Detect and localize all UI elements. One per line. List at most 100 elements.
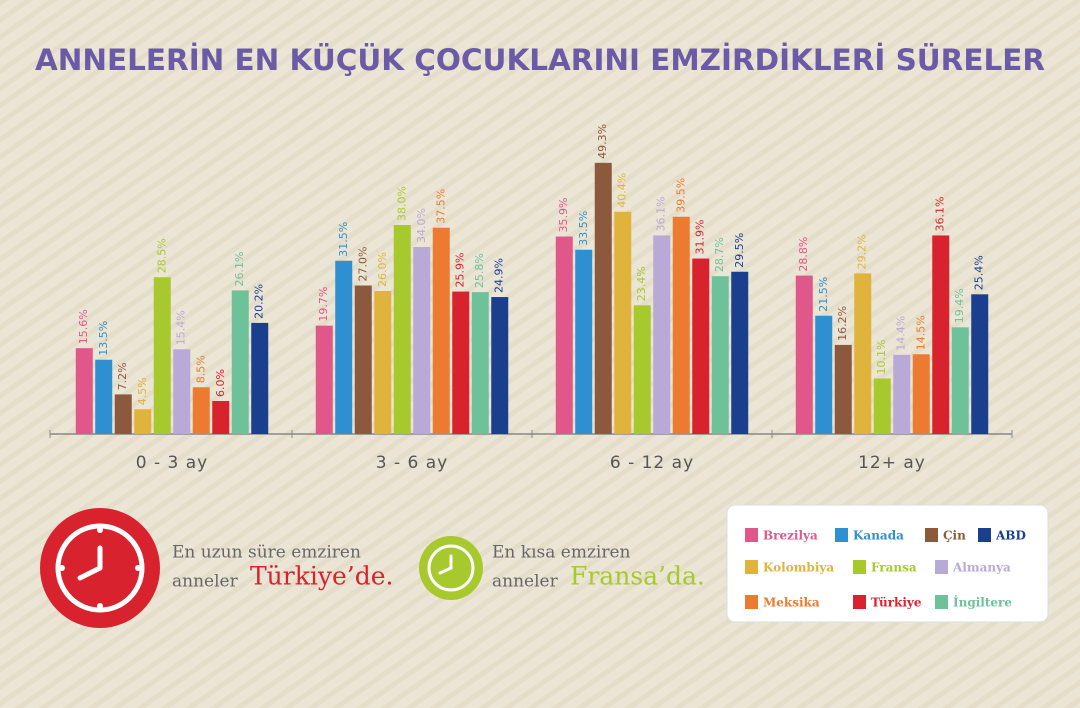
value-label: 33.5% [577,211,590,246]
value-label: 40.4% [616,173,629,208]
legend-box [726,504,1049,623]
bar [834,344,852,434]
bar [173,349,191,434]
bar [594,162,612,434]
legend-label: Brezilya [763,529,818,543]
legend-swatch [935,595,948,609]
bar [653,235,671,434]
bar [815,315,833,434]
value-label: 36.1% [655,196,668,231]
value-label: 15.4% [175,310,188,345]
bar [114,394,132,434]
value-label: 6.0% [214,369,227,397]
value-label: 28.5% [155,238,168,273]
bar [335,260,353,434]
value-label: 16.2% [836,306,849,341]
legend-label: Türkiye [871,596,922,610]
value-label: 10.1% [875,339,888,374]
value-label: 27.0% [356,247,369,282]
bar [491,297,509,434]
value-label: 28.7% [713,237,726,272]
value-label: 24.9% [493,258,506,293]
value-label: 37.5% [434,189,447,224]
value-label: 23.4% [635,266,648,301]
value-label: 39.5% [674,178,687,213]
bar [432,227,450,434]
bar [971,294,989,434]
bar [251,322,269,434]
bar [614,211,632,434]
bar [893,354,911,434]
value-label: 25.8% [473,253,486,288]
legend-label: Kanada [853,529,904,543]
legend-swatch [978,528,991,542]
value-label: 26.0% [376,252,389,287]
x-tick-label: 0 - 3 ay [136,453,208,473]
bar [153,277,171,434]
value-label: 15.6% [77,309,90,344]
value-label: 14.4% [895,316,908,351]
value-label: 21.5% [817,277,830,312]
clock-red [40,508,160,628]
legend-label: ABD [995,529,1026,543]
bar [575,249,593,434]
bar [951,327,969,434]
bar [374,291,392,434]
bar [134,409,152,434]
legend-label: Çin [943,529,966,543]
value-label: 14.5% [914,315,927,350]
value-label: 49.3% [596,124,609,159]
value-label: 28.8% [797,237,810,272]
bar [315,325,333,434]
bar [231,290,249,434]
legend-swatch [853,595,866,609]
bar [192,387,210,434]
bar [452,291,470,434]
clock-green [419,536,483,600]
bar [354,285,372,434]
bar [672,216,690,434]
annotation: anneler [492,572,559,592]
value-label: 34.0% [415,208,428,243]
bar [854,273,872,434]
bar [95,359,113,434]
value-label: 31.5% [337,222,350,257]
value-label: 25.9% [454,253,467,288]
legend-swatch [745,528,758,542]
legend-label: Meksika [763,596,820,610]
value-label: 19.7% [317,287,330,322]
value-label: 13.5% [97,321,110,356]
bar [471,292,489,434]
bar [711,276,729,434]
bar [393,225,411,434]
value-label: 8.5% [194,355,207,383]
x-tick-label: 6 - 12 ay [610,453,694,473]
annotation: En uzun süre emziren [172,543,361,563]
legend-swatch [745,595,758,609]
value-label: 20.2% [253,284,266,319]
value-label: 7.2% [116,362,129,390]
value-label: 36.1% [934,196,947,231]
bar [692,258,710,434]
value-label: 25.4% [973,255,986,290]
annotation: Fransa’da. [570,562,705,591]
value-label: 35.9% [557,198,570,233]
bar [932,235,950,434]
legend-swatch [925,528,938,542]
legend-swatch [835,528,848,542]
bar [413,247,431,434]
legend-label: Almanya [952,561,1011,575]
legend-label: Kolombiya [763,561,834,575]
value-label: 26.1% [233,251,246,286]
bar [633,305,651,434]
value-label: 38.0% [395,186,408,221]
value-label: 4.5% [136,377,149,405]
bar [912,354,930,434]
x-tick-label: 3 - 6 ay [376,453,448,473]
bar [555,236,573,434]
bar [75,348,93,434]
value-label: 31.9% [694,220,707,255]
bar [212,401,230,434]
value-label: 29.2% [856,234,869,269]
